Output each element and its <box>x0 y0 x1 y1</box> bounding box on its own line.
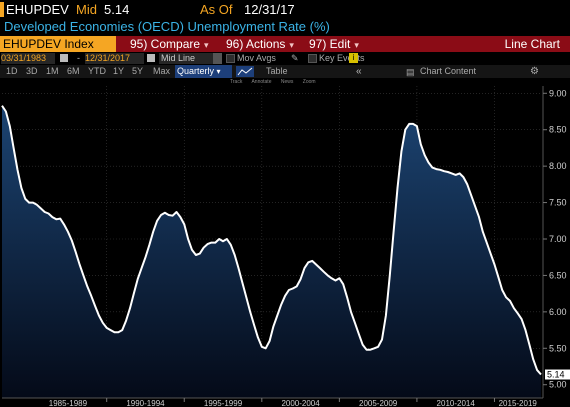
asof-label: As Of <box>200 2 233 17</box>
frequency-select[interactable]: Quarterly ▾ <box>175 65 232 78</box>
actions-menu[interactable]: 96) Actions ▾ <box>226 36 294 52</box>
mov-avgs-label: Mov Avgs <box>237 53 276 63</box>
chart-content-button[interactable]: Chart Content <box>420 66 477 76</box>
start-date-input[interactable]: 03/31/1983 <box>1 53 55 64</box>
key-events-checkbox[interactable] <box>308 54 317 63</box>
x-tick-label: 2000-2004 <box>281 399 320 407</box>
x-tick-label: 2010-2014 <box>437 399 476 407</box>
x-tick-label: 2005-2009 <box>359 399 398 407</box>
security-description: Developed Economies (OECD) Unemployment … <box>4 19 330 34</box>
mid-value: 5.14 <box>104 2 130 17</box>
mid-label: Mid <box>76 2 97 17</box>
actions-label: 96) Actions <box>226 37 286 51</box>
compare-menu[interactable]: 95) Compare ▾ <box>130 36 209 52</box>
period-max[interactable]: Max <box>153 66 171 76</box>
period-6m[interactable]: 6M <box>67 66 80 76</box>
x-tick-label: 2015-2019 <box>499 399 538 407</box>
mov-avgs-checkbox[interactable] <box>226 54 235 63</box>
period-1y[interactable]: 1Y <box>113 66 125 76</box>
period-5y[interactable]: 5Y <box>132 66 144 76</box>
y-tick-label: 8.00 <box>549 161 567 171</box>
mid-line-select[interactable]: Mid Line <box>159 53 214 64</box>
period-3d[interactable]: 3D <box>26 66 38 76</box>
chart-content-icon: ▤ <box>406 67 415 77</box>
mini-toolbar: Track Annotate News Zoom <box>230 79 324 85</box>
y-tick-label: 5.50 <box>549 343 567 353</box>
edit-menu[interactable]: 97) Edit ▾ <box>309 36 359 52</box>
chevron-down-icon: ▾ <box>289 40 294 50</box>
collapse-button[interactable]: « <box>356 66 362 77</box>
y-tick-label: 5.00 <box>549 380 567 390</box>
period-1d[interactable]: 1D <box>6 66 18 76</box>
series-line <box>1 105 542 376</box>
edit-label: 97) Edit <box>309 37 351 51</box>
info-icon[interactable]: i <box>349 53 358 63</box>
frequency-label: Quarterly <box>177 66 215 76</box>
chevron-down-icon[interactable] <box>213 53 222 64</box>
asof-value: 12/31/17 <box>244 2 295 17</box>
period-bar: 1D 3D 1M 6M YTD 1Y 5Y Max Quarterly ▾ Ta… <box>0 65 570 78</box>
calendar-icon[interactable] <box>147 54 155 62</box>
x-tick-label: 1985-1989 <box>49 399 88 407</box>
y-tick-label: 7.00 <box>549 234 567 244</box>
ticker-symbol[interactable]: EHUPDEV <box>6 2 69 17</box>
date-controls: 03/31/1983 - 12/31/2017 Mid Line Mov Avg… <box>0 52 570 65</box>
chart-type-label: Line Chart <box>504 37 560 51</box>
y-tick-label: 9.00 <box>549 88 567 98</box>
zoom-tool[interactable]: Zoom <box>302 79 316 85</box>
index-field[interactable]: EHUPDEV Index <box>0 36 116 52</box>
y-tick-label: 6.00 <box>549 307 567 317</box>
end-date-input[interactable]: 12/31/2017 <box>85 53 144 64</box>
y-tick-label: 8.50 <box>549 125 567 135</box>
date-separator: - <box>77 53 80 63</box>
compare-label: 95) Compare <box>130 37 201 51</box>
area-fill <box>2 105 541 398</box>
pencil-icon[interactable]: ✎ <box>291 53 299 63</box>
ticker-header: EHUPDEV Mid 5.14 As Of 12/31/17 <box>0 0 570 19</box>
annotate-tool[interactable]: Annotate <box>251 79 272 85</box>
period-ytd[interactable]: YTD <box>88 66 106 76</box>
last-value-label: 5.14 <box>547 370 565 380</box>
chevron-down-icon: ▾ <box>216 67 221 76</box>
chevron-down-icon: ▾ <box>354 40 359 50</box>
x-tick-label: 1990-1994 <box>126 399 165 407</box>
cursor-marker <box>0 2 4 17</box>
period-1m[interactable]: 1M <box>46 66 59 76</box>
chevron-down-icon: ▾ <box>204 40 209 50</box>
x-tick-label: 1995-1999 <box>204 399 243 407</box>
key-events-label: Key Events <box>319 53 365 63</box>
track-tool[interactable]: Track <box>230 79 243 85</box>
y-tick-label: 6.50 <box>549 270 567 280</box>
last-value-badge <box>545 369 570 380</box>
gear-icon[interactable]: ⚙ <box>530 66 539 77</box>
y-tick-label: 7.50 <box>549 198 567 208</box>
news-tool[interactable]: News <box>280 79 294 85</box>
line-chart-icon[interactable] <box>236 66 254 77</box>
function-bar: EHUPDEV Index 95) Compare ▾ 96) Actions ▾ … <box>0 36 570 52</box>
calendar-icon[interactable] <box>60 54 68 62</box>
table-button[interactable]: Table <box>266 66 288 76</box>
